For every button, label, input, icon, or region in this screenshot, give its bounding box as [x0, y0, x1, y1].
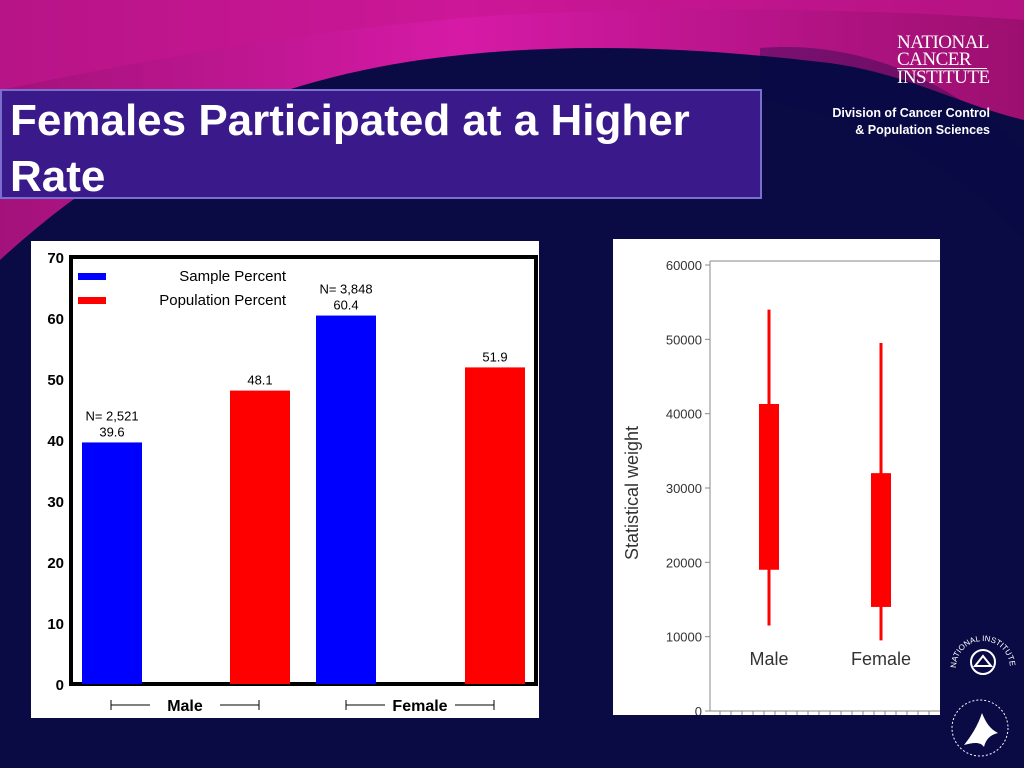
y-tick-label: 20 — [47, 555, 64, 572]
bar-sample-percent-male — [82, 442, 142, 684]
slide-title: Females Participated at a Higher Rate — [10, 96, 690, 201]
y-axis-title: Statistical weight — [622, 426, 642, 560]
y-tick-label: 60 — [47, 311, 64, 328]
nci-logo-line-1: NATIONAL — [897, 32, 990, 53]
x-category-label: Female — [851, 649, 911, 669]
bar-n-label: N= 2,521 — [85, 408, 138, 423]
y-tick-label: 50 — [47, 372, 64, 389]
nih-seal-text: NATIONAL INSTITUTES OF HEALTH — [948, 628, 1017, 668]
y-tick-label: 10 — [47, 616, 64, 633]
x-category-label: Male — [749, 649, 788, 669]
bar-chart: 0 10 20 30 40 50 60 70 39.6N= 2,521 60.4N= 3,848 4… — [47, 250, 538, 715]
bar-value-label: 39.6 — [99, 424, 124, 439]
dccps-label: Division of Cancer Control & Population … — [790, 105, 990, 139]
nci-logo-line-2: CANCER — [897, 50, 987, 69]
bar-value-label: 51.9 — [482, 349, 507, 364]
y-tick-label: 50000 — [666, 332, 702, 347]
y-tick-label: 60000 — [666, 258, 702, 273]
legend-label: Sample Percent — [179, 268, 287, 285]
y-tick-label: 20000 — [666, 555, 702, 570]
nih-seal-icon: NATIONAL INSTITUTES OF HEALTH — [948, 628, 1017, 675]
bar-sample-percent-female — [316, 315, 376, 684]
y-tick-label: 10000 — [666, 630, 702, 645]
hhs-eagle-icon — [951, 699, 1009, 757]
nci-logo-line-3: INSTITUTE — [897, 67, 990, 88]
x-category-label: Male — [167, 698, 203, 715]
boxplot-panel: 0 10000 20000 30000 40000 50000 60000 Statistic… — [613, 239, 940, 719]
y-tick-label: 30 — [47, 494, 64, 511]
bar-population-percent-male — [230, 390, 290, 684]
x-category-label: Female — [392, 698, 447, 715]
y-tick-label: 40 — [47, 433, 64, 450]
nci-logo: NATIONAL CANCER INSTITUTE — [897, 32, 997, 88]
dccps-line-2: & Population Sciences — [855, 123, 990, 137]
legend-swatch — [78, 273, 106, 280]
y-tick-label: 40000 — [666, 407, 702, 422]
legend-label: Population Percent — [159, 292, 287, 309]
y-tick-label: 30000 — [666, 481, 702, 496]
legend-swatch — [78, 297, 106, 304]
box-male — [759, 404, 779, 570]
bar-chart-panel: 0 10 20 30 40 50 60 70 39.6 N= 2,521 60.4 N= 3,848 4… — [31, 241, 539, 718]
title-box — [0, 89, 762, 199]
bar-plot-frame — [69, 255, 538, 686]
y-tick-label: 70 — [47, 250, 64, 267]
bar-value-label: 60.4 — [333, 298, 358, 313]
y-tick-label: 0 — [695, 704, 702, 715]
bar-value-label: 48.1 — [247, 373, 272, 388]
bar-n-label: N= 3,848 — [319, 282, 372, 297]
dccps-line-1: Division of Cancer Control — [832, 106, 990, 120]
bar-population-percent-female — [465, 367, 525, 684]
y-tick-label: 0 — [56, 677, 64, 694]
boxplot-chart: 0 10000 20000 30000 40000 50000 60000 Statistic… — [622, 258, 940, 719]
box-female — [871, 473, 891, 607]
